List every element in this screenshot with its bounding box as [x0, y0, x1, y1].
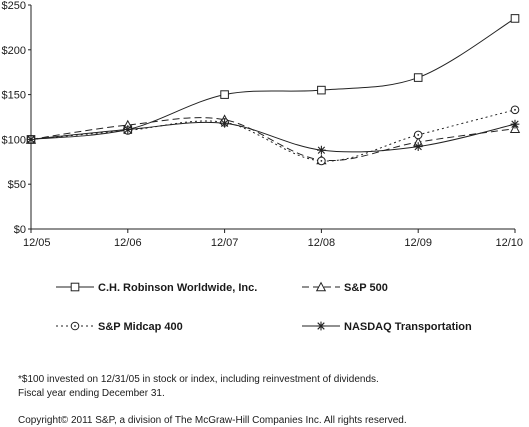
legend-marker	[70, 282, 80, 292]
legend-label: S&P 500	[344, 282, 388, 294]
series-markers	[25, 14, 521, 166]
data-point-c-h-robinson-worldwide-inc	[510, 14, 520, 23]
legend-marker	[315, 281, 327, 292]
data-point-c-h-robinson-worldwide-inc	[317, 85, 326, 95]
y-tick-label: $0	[14, 224, 26, 236]
data-point-s-p-midcap-400	[317, 156, 326, 166]
data-point-nasdaq-transportation	[317, 145, 326, 155]
data-point-nasdaq-transportation	[220, 118, 229, 128]
data-point-nasdaq-transportation	[123, 125, 133, 134]
data-point-c-h-robinson-worldwide-inc	[220, 90, 229, 99]
y-tick-label: $250	[2, 0, 26, 12]
data-point-s-p-midcap-400	[413, 130, 423, 140]
legend-label: C.H. Robinson Worldwide, Inc.	[98, 282, 257, 294]
x-tick-label: 12/07	[211, 237, 239, 249]
series-lines	[30, 18, 516, 162]
series-line-s-p-midcap-400	[30, 109, 516, 162]
legend-label: S&P Midcap 400	[98, 321, 183, 333]
series-line-c-h-robinson-worldwide-inc	[30, 18, 516, 140]
series-line-nasdaq-transportation	[30, 121, 516, 153]
y-tick-label: $50	[8, 179, 26, 191]
legend-item-s-p-500: S&P 500	[302, 281, 388, 294]
data-point-nasdaq-transportation	[510, 119, 520, 129]
footnote-investment: *$100 invested on 12/31/05 in stock or i…	[18, 374, 379, 385]
x-tick-label: 12/10	[495, 237, 523, 249]
data-point-s-p-midcap-400	[510, 105, 520, 115]
y-tick-label: $100	[2, 134, 26, 146]
series-line-s-p-500	[30, 117, 516, 162]
legend-marker	[70, 321, 80, 331]
x-tick-label: 12/09	[404, 237, 432, 249]
data-point-nasdaq-transportation	[26, 135, 36, 144]
footnote-copyright: Copyright© 2011 S&P, a division of The M…	[18, 415, 407, 426]
chart-axes: $0 $50 $100 $150 $200 $250 12/05 12/06 12/07 12/0…	[2, 0, 523, 249]
legend-label: NASDAQ Transportation	[344, 321, 472, 333]
data-point-c-h-robinson-worldwide-inc	[413, 73, 423, 82]
y-tick-label: $150	[2, 90, 26, 102]
legend-marker	[316, 321, 326, 331]
x-tick-label: 12/05	[23, 237, 51, 249]
x-tick-label: 12/06	[114, 237, 142, 249]
y-tick-label: $200	[2, 45, 26, 57]
footnote-fiscal-year: Fiscal year ending December 31.	[18, 388, 165, 399]
legend-item-nasdaq-transportation: NASDAQ Transportation	[302, 321, 472, 333]
data-point-nasdaq-transportation	[413, 142, 423, 151]
legend-item-s-p-midcap-400: S&P Midcap 400	[56, 321, 183, 333]
x-tick-label: 12/08	[308, 237, 336, 249]
performance-line-chart: $0 $50 $100 $150 $200 $250 12/05 12/06 12/07 12/0…	[2, 0, 523, 333]
chart-legend: C.H. Robinson Worldwide, Inc. S&P 500 S&P …	[56, 281, 472, 333]
legend-item-c-h-robinson-worldwide-inc: C.H. Robinson Worldwide, Inc.	[56, 282, 257, 294]
